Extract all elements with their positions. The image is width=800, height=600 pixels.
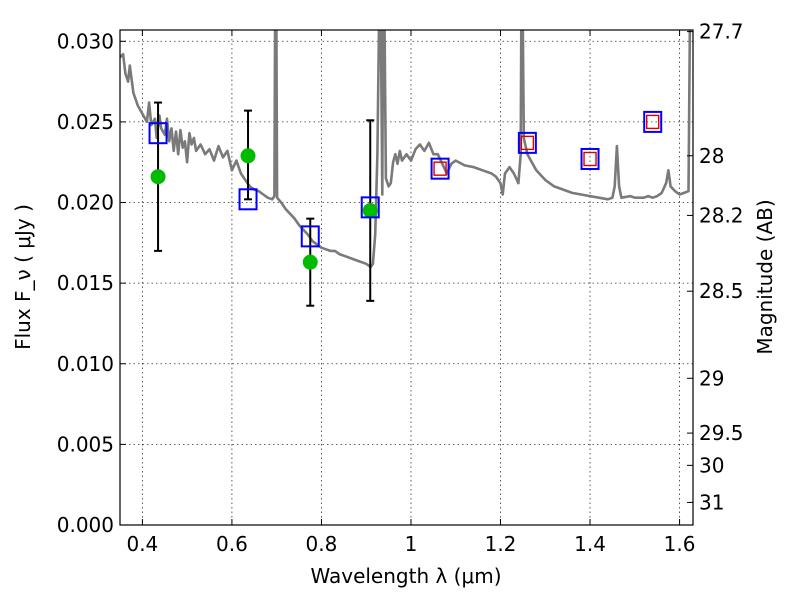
x-tick-label: 1.2 [485, 532, 517, 556]
x-tick-label: 0.4 [126, 532, 158, 556]
model-point [580, 147, 600, 170]
x-tick-label: 1.4 [574, 532, 606, 556]
model-point [643, 110, 663, 133]
y-tick-label: 0.005 [57, 432, 114, 456]
model-point-inner [433, 161, 447, 176]
model-point [360, 196, 380, 219]
x-tick-label: 0.8 [306, 532, 338, 556]
model-point-inner [583, 151, 597, 167]
model-point [300, 225, 320, 248]
y-axis-title-left: Flux F_ν ( μJy ) [11, 204, 35, 350]
model-spectrum [120, 30, 692, 269]
magnitude-tick-label: 28.2 [699, 203, 744, 227]
y-tick-label: 0.025 [57, 110, 114, 134]
model-point [430, 157, 450, 180]
y-axis-title-right: Magnitude (AB) [753, 199, 777, 354]
y-axis-right: 27.7 28 28.2 28.5 29 29.5 30 31 [687, 20, 744, 514]
model-point-inner [520, 135, 535, 151]
magnitude-tick-label: 30 [699, 453, 724, 477]
magnitude-tick-label: 29.5 [699, 421, 744, 445]
x-tick-label: 1.6 [664, 532, 696, 556]
y-tick-label: 0.000 [57, 513, 114, 537]
plot-background [120, 30, 693, 525]
x-tick-label: 1 [405, 532, 418, 556]
observed-point [150, 169, 166, 185]
y-tick-label: 0.010 [57, 352, 114, 376]
magnitude-tick-label: 28 [699, 144, 724, 168]
magnitude-tick-label: 28.5 [699, 279, 744, 303]
magnitude-tick-label: 31 [699, 490, 724, 514]
observed-point [240, 148, 256, 164]
y-tick-label: 0.020 [57, 191, 114, 215]
plot-frame [119, 29, 694, 526]
magnitude-tick-label: 29 [699, 366, 724, 390]
observed-points [150, 148, 378, 270]
model-point [517, 131, 537, 154]
model-point [238, 188, 258, 211]
y-axis-left: 0.000 0.005 0.010 0.015 0.020 0.025 0.030 [57, 29, 126, 537]
observed-point [362, 203, 378, 219]
x-axis: 0.4 0.6 0.8 1 1.2 1.4 1.6 [126, 30, 695, 556]
observed-point [302, 254, 318, 270]
y-tick-label: 0.030 [57, 29, 114, 53]
spectrum-line [120, 30, 692, 269]
model-point [148, 122, 168, 145]
x-tick-label: 0.6 [216, 532, 248, 556]
model-point-inner [646, 114, 660, 130]
x-axis-title: Wavelength λ (μm) [310, 564, 501, 588]
magnitude-tick-label: 27.7 [699, 20, 744, 44]
y-tick-label: 0.015 [57, 271, 114, 295]
model-points [148, 110, 663, 248]
